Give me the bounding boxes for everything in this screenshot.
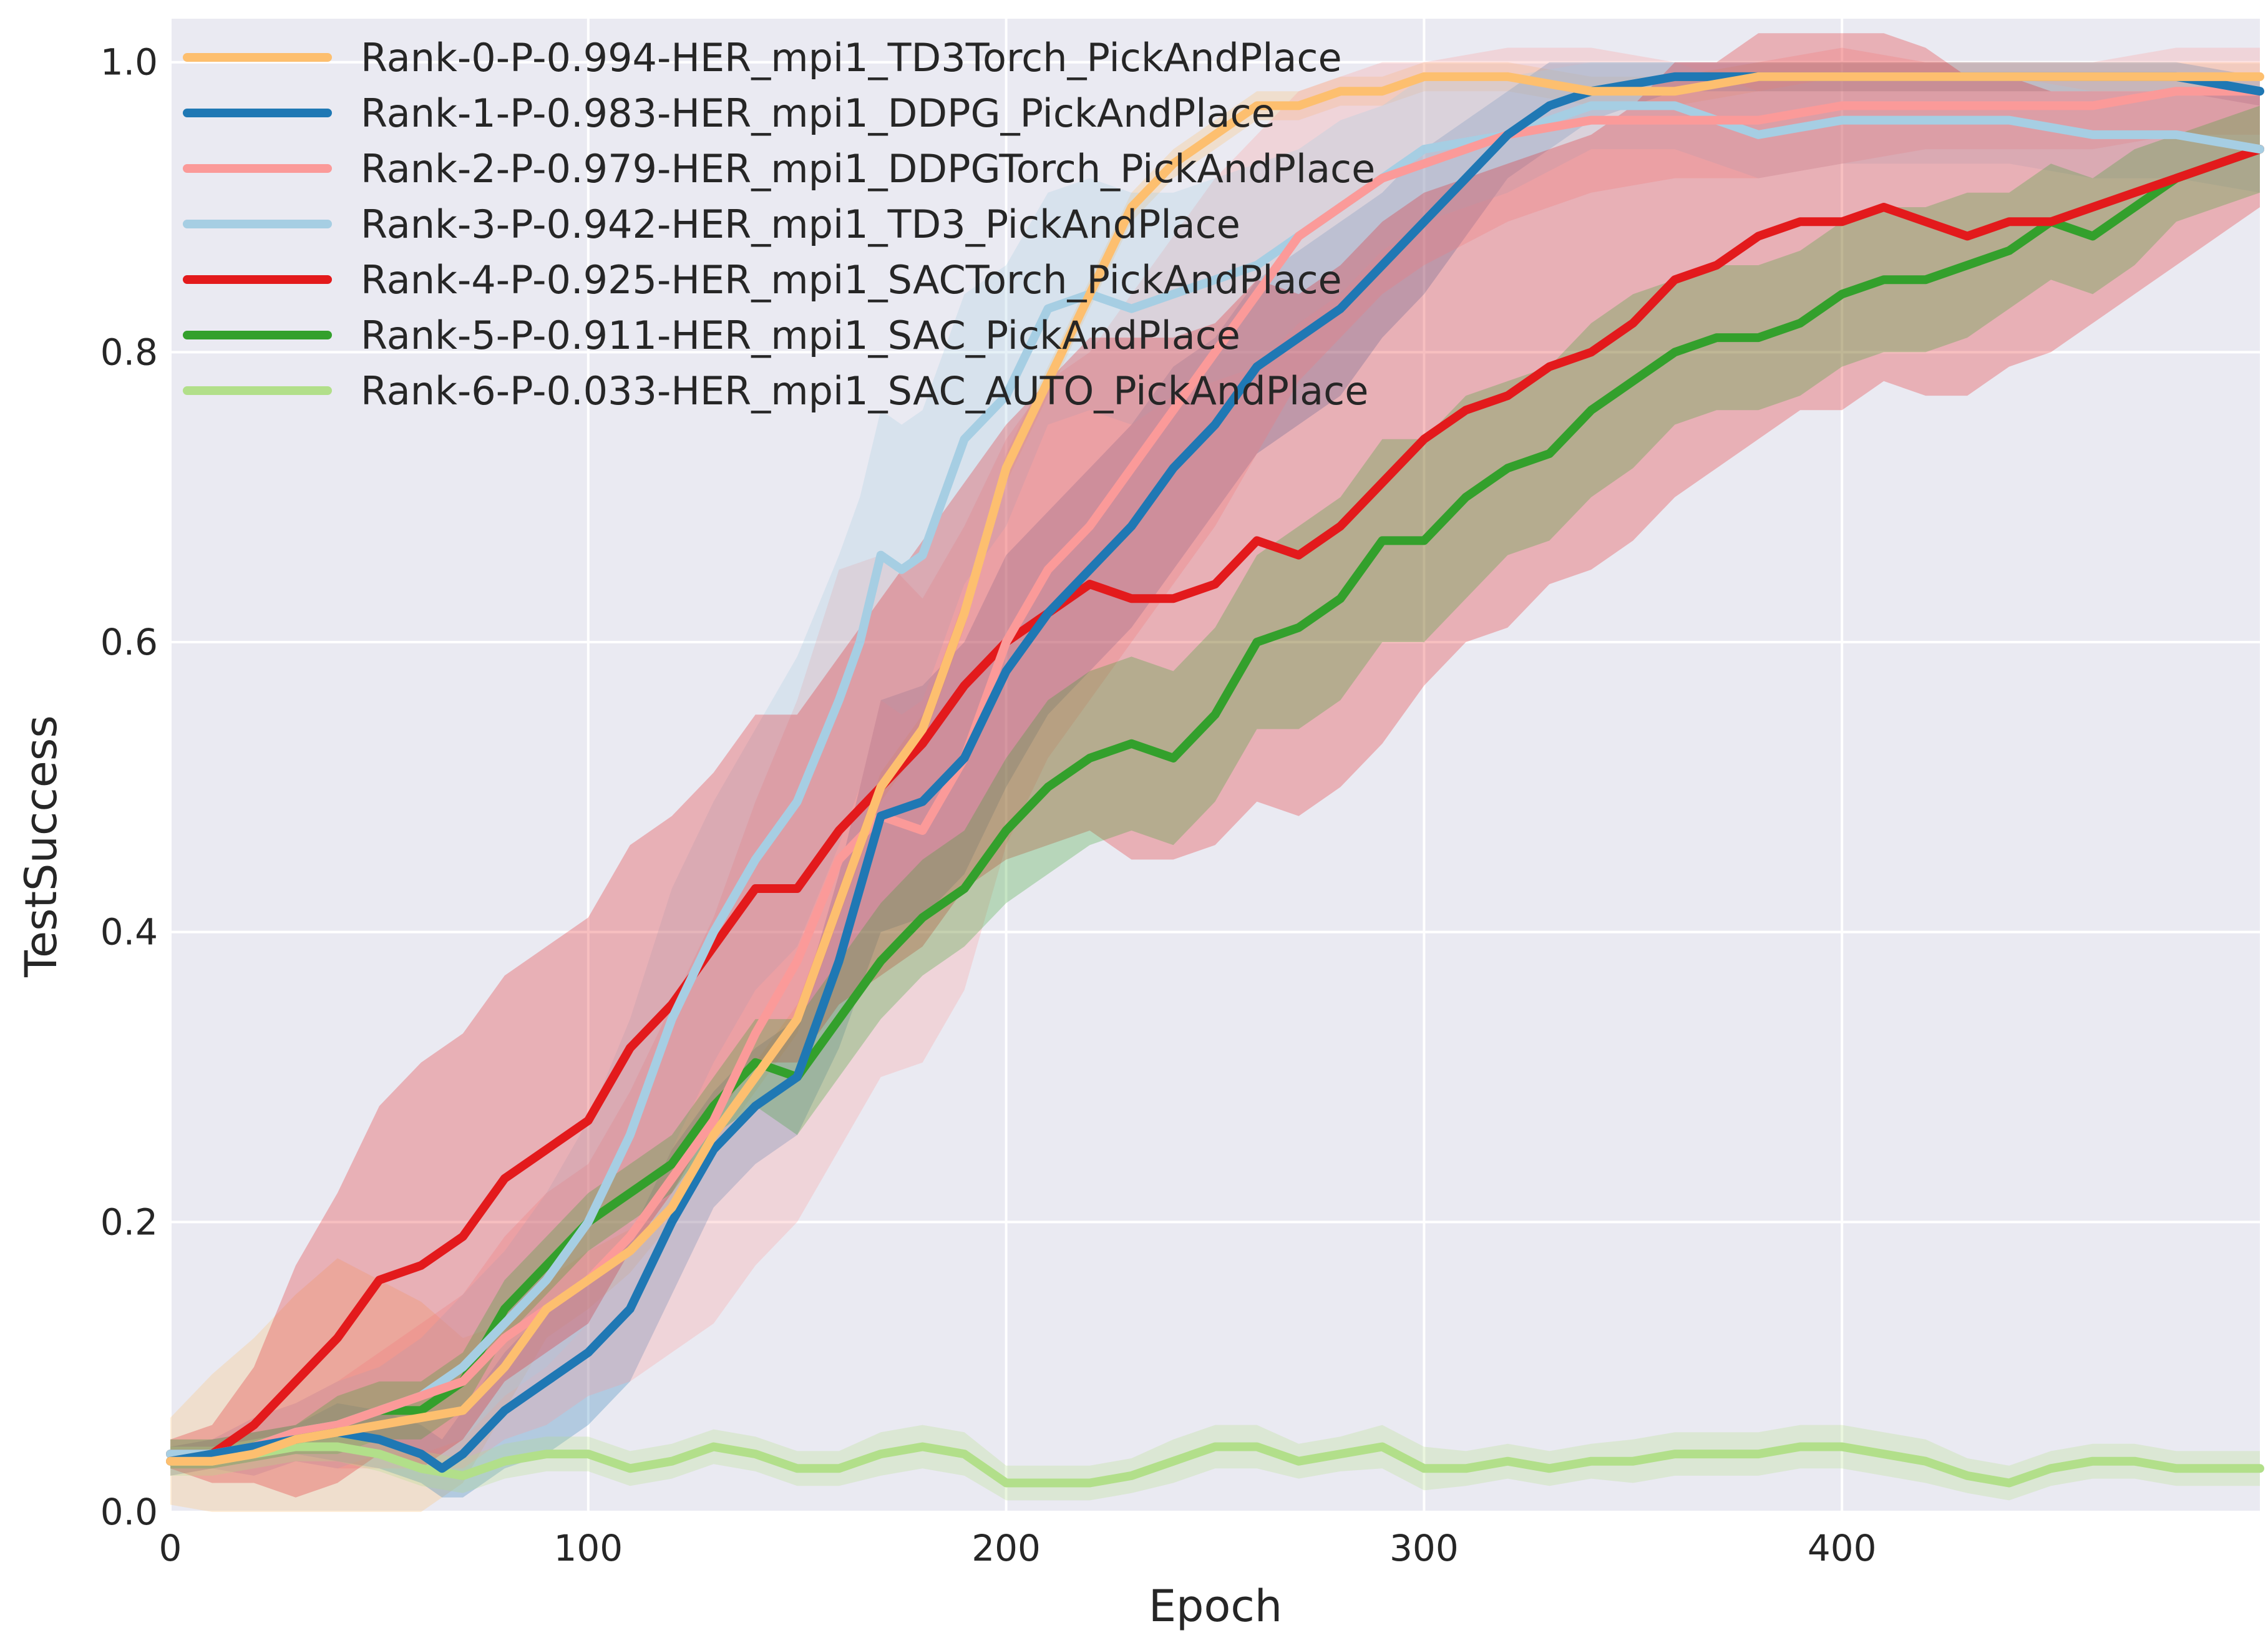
legend-label-0: Rank-0-P-0.994-HER_mpi1_TD3Torch_PickAnd… (361, 35, 1342, 80)
series-line-2 (166, 87, 2264, 1466)
series-lines (166, 72, 2264, 1488)
legend-label-1: Rank-1-P-0.983-HER_mpi1_DDPG_PickAndPlac… (361, 90, 1275, 136)
legend-label-4: Rank-4-P-0.925-HER_mpi1_SACTorch_PickAnd… (361, 257, 1342, 303)
x-tick-label: 300 (1390, 1527, 1459, 1569)
y-tick-label: 0.0 (100, 1491, 158, 1533)
y-tick-label: 1.0 (100, 41, 158, 84)
x-tick-label: 400 (1808, 1527, 1877, 1569)
x-tick-label: 0 (159, 1527, 182, 1569)
x-tick-label: 100 (553, 1527, 623, 1569)
y-tick-label: 0.4 (100, 911, 158, 953)
legend-label-2: Rank-2-P-0.979-HER_mpi1_DDPGTorch_PickAn… (361, 146, 1375, 192)
x-axis-ticks: 0 100 200 300 400 (159, 1527, 1877, 1569)
series-line-1 (166, 72, 2264, 1473)
series-line-6 (166, 1442, 2264, 1488)
y-axis-label: TestSuccess (16, 715, 67, 978)
series-line-3 (166, 101, 2264, 1459)
grid-lines (169, 19, 2260, 1513)
legend-label-5: Rank-5-P-0.911-HER_mpi1_SAC_PickAndPlace (361, 313, 1240, 358)
series-line-0 (166, 72, 2264, 1466)
series-line-4 (166, 145, 2264, 1459)
x-axis-label: Epoch (1149, 1581, 1282, 1632)
y-axis-ticks: 0.0 0.2 0.4 0.6 0.8 1.0 (100, 41, 158, 1533)
series-band-6 (170, 1425, 2260, 1501)
series-line-5 (166, 145, 2264, 1459)
series-band-0 (170, 62, 2260, 1513)
legend-label-6: Rank-6-P-0.033-HER_mpi1_SAC_AUTO_PickAnd… (361, 368, 1368, 414)
series-band-2 (170, 47, 2260, 1476)
x-tick-label: 200 (971, 1527, 1041, 1569)
y-tick-label: 0.2 (100, 1201, 158, 1243)
legend-label-3: Rank-3-P-0.942-HER_mpi1_TD3_PickAndPlace (361, 202, 1240, 247)
legend: Rank-0-P-0.994-HER_mpi1_TD3Torch_PickAnd… (183, 35, 1375, 414)
plot-area (170, 19, 2260, 1512)
y-tick-label: 0.6 (100, 621, 158, 663)
y-tick-label: 0.8 (100, 331, 158, 373)
